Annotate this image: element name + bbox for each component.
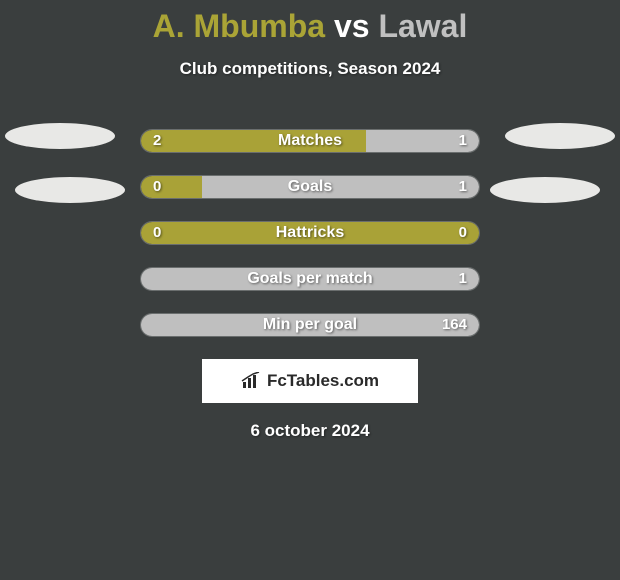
stat-value-right: 1: [459, 130, 467, 152]
player2-name: Lawal: [378, 8, 467, 44]
logo-text: FcTables.com: [241, 371, 379, 391]
date-label: 6 october 2024: [0, 421, 620, 441]
player1-name: A. Mbumba: [153, 8, 325, 44]
comparison-title: A. Mbumba vs Lawal: [0, 0, 620, 45]
subtitle: Club competitions, Season 2024: [0, 59, 620, 79]
stat-value-right: 1: [459, 268, 467, 290]
stat-row: 0Goals1: [140, 175, 480, 199]
logo-label: FcTables.com: [267, 371, 379, 391]
stat-row: Goals per match1: [140, 267, 480, 291]
stat-label: Goals per match: [141, 268, 479, 290]
stat-value-right: 0: [459, 222, 467, 244]
stat-row: Min per goal164: [140, 313, 480, 337]
stat-label: Goals: [141, 176, 479, 198]
stat-label: Hattricks: [141, 222, 479, 244]
player1-badge-2: [15, 177, 125, 203]
stat-value-right: 1: [459, 176, 467, 198]
vs-text: vs: [334, 8, 370, 44]
chart-icon: [241, 372, 263, 390]
stat-row: 0Hattricks0: [140, 221, 480, 245]
stat-label: Matches: [141, 130, 479, 152]
player1-badge: [5, 123, 115, 149]
stat-label: Min per goal: [141, 314, 479, 336]
player2-badge: [505, 123, 615, 149]
player2-badge-2: [490, 177, 600, 203]
stat-value-right: 164: [442, 314, 467, 336]
stat-row: 2Matches1: [140, 129, 480, 153]
stats-container: 2Matches10Goals10Hattricks0Goals per mat…: [140, 129, 480, 337]
logo-box: FcTables.com: [202, 359, 418, 403]
